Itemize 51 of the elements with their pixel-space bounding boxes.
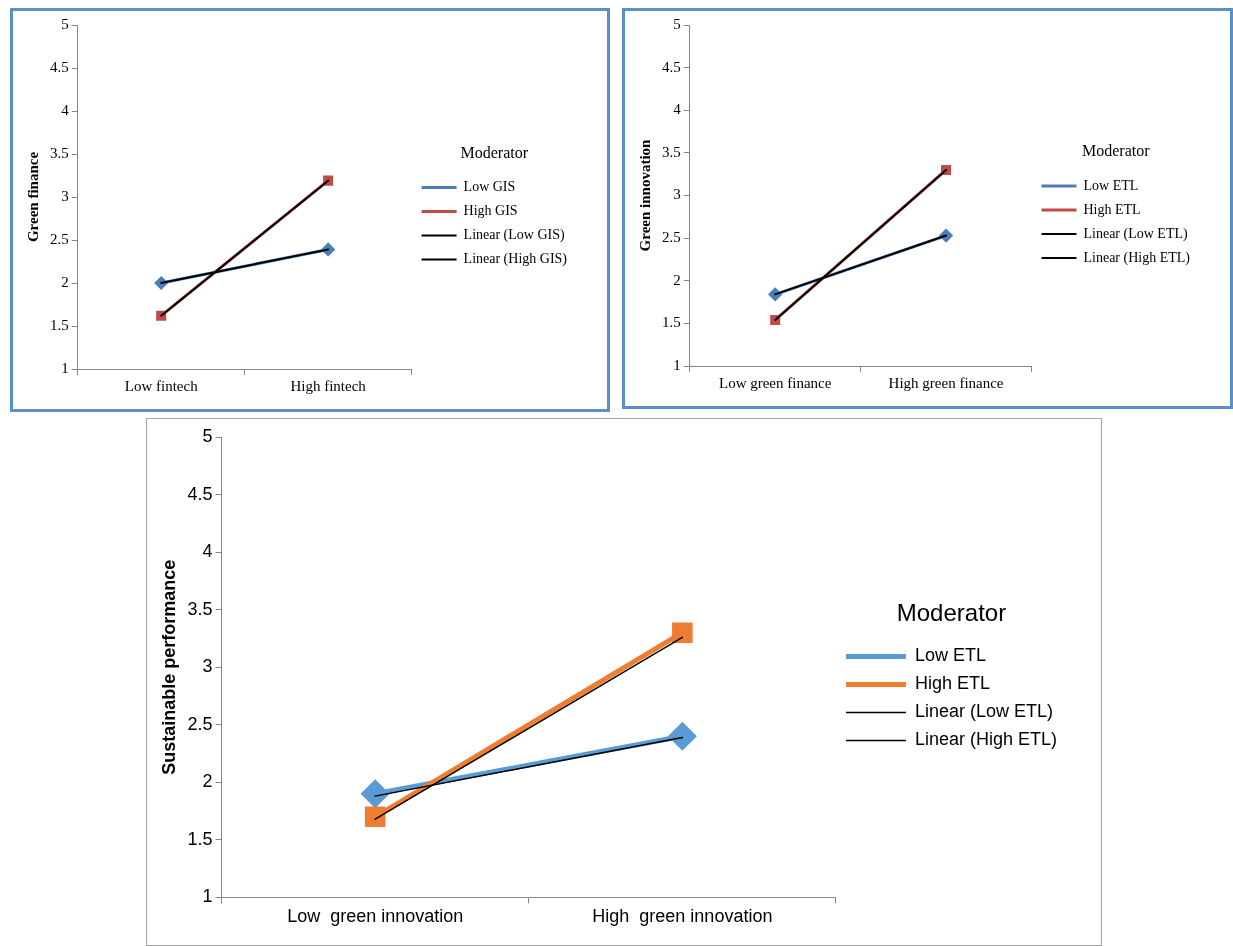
legend-title: Moderator xyxy=(896,599,1007,627)
x-tick-label: High fintech xyxy=(290,377,367,394)
y-tick-label: 2 xyxy=(673,271,681,288)
y-axis-title: Green finance xyxy=(24,151,41,243)
legend-label: Low ETL xyxy=(1083,177,1139,193)
legend-label: Linear (Low GIS) xyxy=(463,227,565,244)
legend-title: Moderator xyxy=(1081,142,1151,160)
y-tick-label: 4.5 xyxy=(50,58,69,75)
y-tick-label: 2.5 xyxy=(50,230,69,247)
y-tick-label: 4.5 xyxy=(662,58,681,75)
legend-label: Linear (Low ETL) xyxy=(914,701,1053,722)
y-tick-label: 5 xyxy=(673,15,681,32)
legend-label: Linear (High GIS) xyxy=(463,251,568,268)
y-axis-title: Green innovation xyxy=(636,138,653,252)
legend-title: Moderator xyxy=(460,143,529,161)
legend-label: Linear (High ETL) xyxy=(914,729,1057,750)
y-tick-label: 3.5 xyxy=(662,143,681,160)
y-tick-label: 1 xyxy=(61,359,69,376)
y-tick-label: 1 xyxy=(673,356,681,373)
y-tick-label: 5 xyxy=(61,15,69,32)
legend-label: High ETL xyxy=(1083,201,1141,217)
y-tick-label: 4.5 xyxy=(187,483,213,504)
y-tick-label: 3 xyxy=(61,187,69,204)
y-tick-label: 1.5 xyxy=(50,316,69,333)
y-tick-label: 4 xyxy=(202,541,213,562)
x-tick-label: Low fintech xyxy=(124,377,199,394)
y-axis-title: Sustainable performance xyxy=(158,559,179,775)
y-tick-label: 2 xyxy=(61,273,69,290)
x-tick-label: Low green innovation xyxy=(287,906,464,927)
y-tick-label: 1.5 xyxy=(662,314,681,331)
y-tick-label: 2.5 xyxy=(187,713,213,734)
y-tick-label: 3 xyxy=(202,656,213,677)
y-tick-label: 3 xyxy=(673,186,681,203)
legend-label: Low GIS xyxy=(463,179,516,195)
y-tick-label: 1 xyxy=(202,886,213,907)
y-tick-label: 4 xyxy=(673,101,682,118)
y-tick-label: 1.5 xyxy=(187,828,213,849)
legend-label: High ETL xyxy=(914,673,990,694)
y-tick-label: 4 xyxy=(61,101,70,118)
y-tick-label: 3.5 xyxy=(50,144,69,161)
y-tick-label: 2.5 xyxy=(662,229,681,246)
legend-label: Linear (High ETL) xyxy=(1083,249,1191,266)
legend-label: Linear (Low ETL) xyxy=(1083,225,1188,242)
x-tick-label: Low green finance xyxy=(718,374,832,391)
x-tick-label: High green innovation xyxy=(592,906,773,927)
legend-label: High GIS xyxy=(463,203,518,219)
x-tick-label: High green finance xyxy=(888,374,1004,391)
y-tick-label: 3.5 xyxy=(187,598,213,619)
y-tick-label: 5 xyxy=(202,425,213,446)
y-tick-label: 2 xyxy=(202,771,213,792)
legend-label: Low ETL xyxy=(914,645,986,666)
